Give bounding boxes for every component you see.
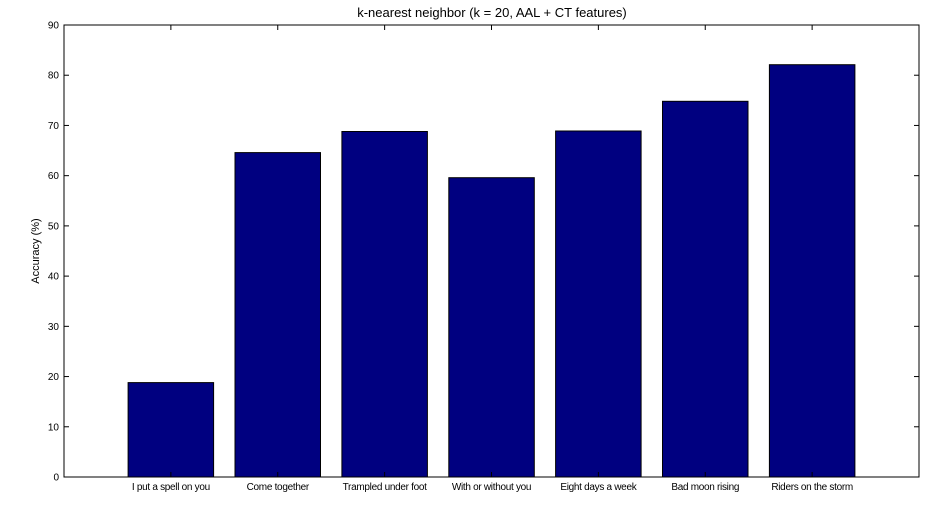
- y-tick-label: 70: [48, 121, 60, 132]
- y-tick-label: 30: [48, 322, 60, 333]
- x-tick-label: Eight days a week: [560, 482, 637, 493]
- x-tick-label: Trampled under foot: [343, 482, 427, 493]
- x-tick-label: Bad moon rising: [671, 482, 739, 493]
- bar: [662, 100, 749, 478]
- plot-area: 0 10 20 30 40 50 60 70 80 90 I put a spell on you C…: [48, 21, 920, 493]
- bar: [768, 64, 856, 478]
- bar: [555, 130, 642, 478]
- y-tick-label: 80: [48, 71, 60, 82]
- bar: [341, 131, 428, 478]
- y-tick-label: 90: [48, 21, 60, 32]
- y-tick-label: 0: [53, 473, 59, 484]
- y-tick-label: 50: [48, 221, 60, 232]
- bar: [234, 152, 321, 478]
- x-tick-label: Come together: [247, 482, 310, 493]
- chart-title: k-nearest neighbor (k = 20, AAL + CT fea…: [357, 5, 627, 20]
- bar: [448, 177, 535, 478]
- y-axis-label: Accuracy (%): [30, 218, 42, 283]
- y-tick-label: 60: [48, 171, 60, 182]
- y-tick-label: 20: [48, 372, 60, 383]
- x-tick-label: I put a spell on you: [132, 482, 210, 493]
- x-tick-label: Riders on the storm: [771, 482, 853, 493]
- y-tick-label: 10: [48, 422, 60, 433]
- bar: [127, 382, 215, 478]
- y-tick-label: 40: [48, 272, 60, 283]
- x-tick-label: With or without you: [452, 482, 531, 493]
